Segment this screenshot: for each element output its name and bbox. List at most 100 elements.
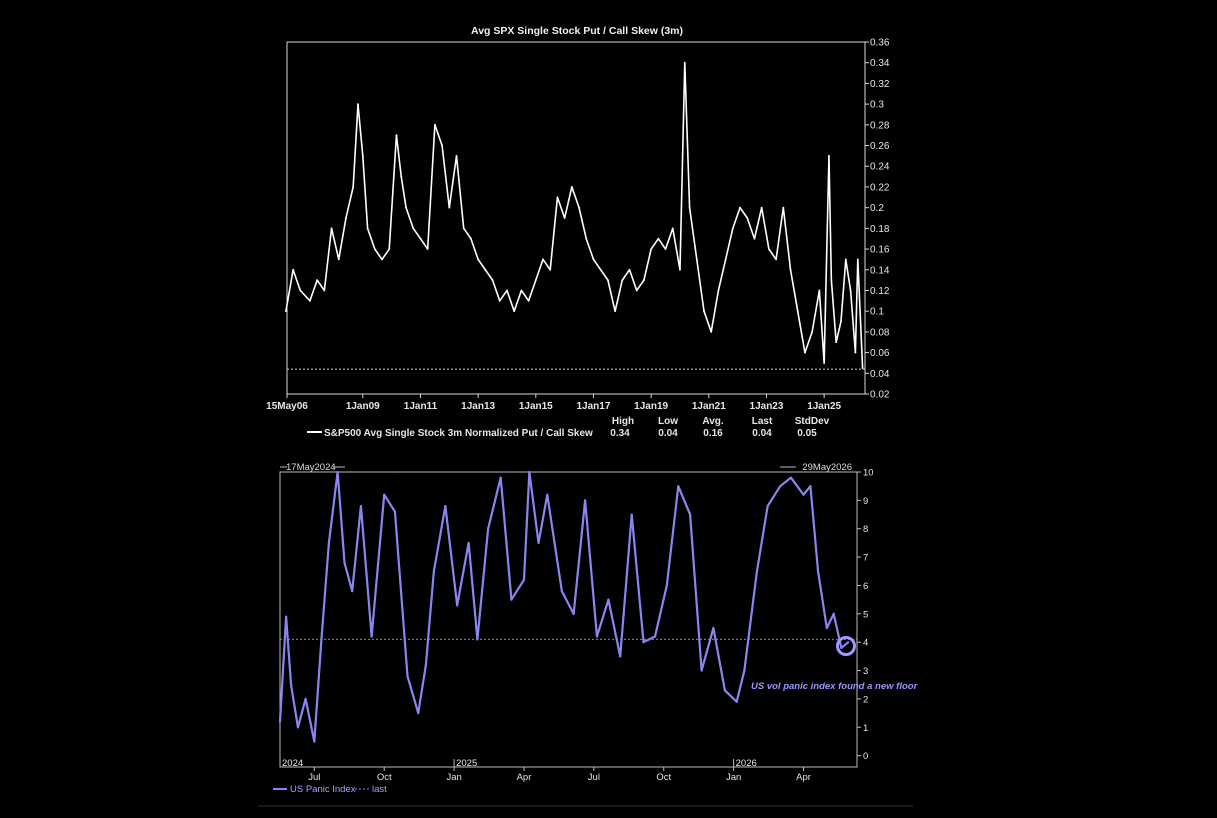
- data-point: [835, 341, 838, 344]
- data-point: [630, 513, 633, 516]
- data-point: [534, 279, 537, 282]
- y-tick-label: 0.02: [870, 390, 890, 401]
- data-point: [856, 258, 859, 261]
- y-tick-label: 0.3: [870, 100, 884, 111]
- data-point: [578, 206, 580, 209]
- data-point: [825, 626, 828, 630]
- data-point: [357, 103, 359, 106]
- stat-value-avg: 0.16: [703, 428, 723, 439]
- legend-2: US Panic Index last: [273, 784, 387, 795]
- data-point: [381, 258, 383, 261]
- data-point: [854, 351, 857, 354]
- data-point: [570, 186, 573, 188]
- data-point: [366, 227, 369, 230]
- data-point: [804, 351, 806, 354]
- stat-header-stddev: StdDev: [795, 416, 830, 427]
- data-point: [830, 279, 833, 282]
- data-point: [393, 510, 397, 513]
- data-point: [563, 217, 566, 219]
- data-point: [689, 513, 692, 516]
- y-tick-label: 10: [863, 468, 874, 479]
- y-axis: 0.02 0.04 0.06 0.08 0.1 0.12 0.14 0.16 0.18 0.2 0.…: [865, 38, 890, 401]
- y-tick-label: 0.34: [870, 58, 890, 69]
- data-point: [775, 258, 777, 261]
- data-point: [491, 279, 494, 282]
- data-point: [549, 268, 552, 271]
- data-point: [723, 689, 726, 692]
- x-tick-label: Jul: [588, 772, 600, 783]
- panic-index-line: [278, 470, 849, 743]
- legend: S&P500 Avg Single Stock 3m Normalized Pu…: [307, 428, 593, 439]
- data-point: [619, 655, 622, 658]
- data-point: [313, 740, 316, 743]
- data-point: [506, 289, 508, 292]
- data-point: [796, 310, 799, 313]
- data-point: [665, 584, 668, 587]
- y-tick-label: 0.16: [870, 245, 890, 256]
- legend-label-panic: US Panic Index: [290, 784, 356, 795]
- x-tick-label: Oct: [656, 772, 671, 783]
- data-point: [809, 485, 812, 488]
- y-tick-label: 0.2: [870, 203, 884, 214]
- data-point: [650, 248, 653, 250]
- data-point: [802, 493, 805, 496]
- data-point: [476, 638, 479, 641]
- data-point: [285, 615, 288, 618]
- data-point: [370, 635, 373, 638]
- y-tick-label: 9: [863, 496, 868, 507]
- y-tick-label: 5: [863, 609, 868, 620]
- data-point: [556, 196, 559, 199]
- x-tick-label: Apr: [796, 772, 811, 783]
- data-point: [327, 541, 330, 545]
- data-point: [584, 499, 587, 502]
- data-point: [703, 310, 705, 313]
- data-point: [635, 289, 638, 292]
- y-tick-label: 0.08: [870, 327, 890, 338]
- data-point: [455, 154, 458, 157]
- data-point: [542, 258, 544, 261]
- data-point: [560, 590, 563, 593]
- y-tick-label: 3: [863, 666, 868, 677]
- data-point: [816, 570, 820, 573]
- stat-header-last: Last: [752, 416, 773, 427]
- y-tick-label: 8: [863, 524, 868, 535]
- y-tick-label: 0.1: [870, 307, 884, 318]
- x-tick-label: 1Jan11: [404, 401, 438, 412]
- data-point: [510, 598, 513, 601]
- data-point: [621, 279, 624, 282]
- x-tick-label: 1Jan25: [807, 401, 841, 412]
- y-axis-2: 0 1 2 3 4 5 6 7 8 9 10: [857, 468, 874, 762]
- series-points: [284, 61, 864, 370]
- data-point: [779, 485, 782, 488]
- x-tick-label: 1Jan21: [692, 401, 726, 412]
- y-tick-label: 0.22: [870, 182, 890, 193]
- data-point: [278, 720, 282, 723]
- data-point: [664, 248, 667, 250]
- data-point: [352, 186, 355, 188]
- data-point: [513, 310, 516, 313]
- y-tick-label: 0.26: [870, 141, 890, 152]
- data-point: [284, 310, 287, 313]
- data-point: [441, 144, 443, 147]
- data-point: [599, 268, 602, 271]
- legend-label-last: last: [372, 784, 387, 795]
- data-point: [417, 712, 420, 715]
- data-point: [849, 289, 852, 292]
- data-point: [412, 227, 415, 230]
- data-point: [753, 237, 756, 240]
- data-point: [700, 669, 703, 672]
- data-point: [677, 485, 680, 488]
- data-point: [345, 217, 347, 219]
- data-point: [614, 310, 616, 313]
- data-point: [320, 641, 323, 644]
- year-label: 2025: [456, 758, 477, 769]
- y-tick-label: 0.06: [870, 348, 890, 359]
- data-point: [470, 237, 472, 240]
- data-point: [424, 663, 427, 666]
- x-axis-2: Jul Oct Jan Apr Jul Oct Jan Apr 2024 2025 2026: [279, 758, 811, 783]
- data-point: [739, 206, 741, 209]
- data-point: [789, 268, 792, 271]
- x-tick-label: 1Jan17: [577, 401, 611, 412]
